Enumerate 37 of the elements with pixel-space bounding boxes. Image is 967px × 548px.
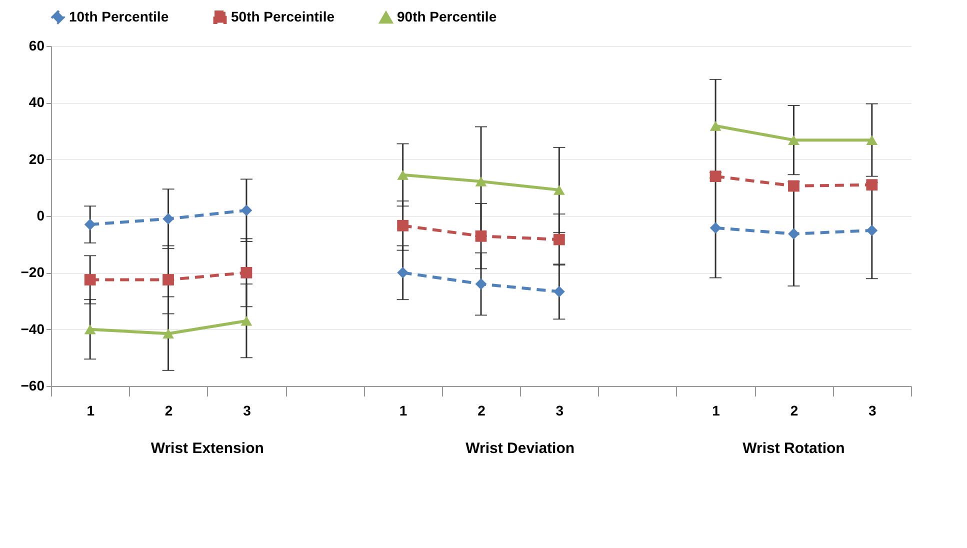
point xyxy=(84,324,96,334)
point xyxy=(84,218,96,230)
legend-label: 90th Percentile xyxy=(397,8,497,25)
point xyxy=(866,135,878,146)
y-tick-label: 40 xyxy=(28,94,45,110)
point xyxy=(162,328,174,339)
y-tick-label: 60 xyxy=(28,38,45,54)
x-tick-label: 2 xyxy=(790,402,798,418)
x-tick-label: 3 xyxy=(243,402,252,418)
x-tick-label: 3 xyxy=(556,402,564,418)
text: Wrist Deviation xyxy=(466,440,575,457)
point xyxy=(240,204,252,216)
x-tick-label: 3 xyxy=(868,402,877,418)
point xyxy=(710,170,722,182)
text: Wrist Rotation xyxy=(742,440,845,457)
y-tick-label: −60 xyxy=(20,378,45,394)
x-tick-label: 2 xyxy=(164,402,173,418)
point xyxy=(710,120,722,131)
x-tick-label: 2 xyxy=(478,402,486,418)
point xyxy=(788,180,800,192)
y-tick-label: −20 xyxy=(20,264,45,280)
y-tick-label: 20 xyxy=(28,150,45,167)
x-tick-label: 1 xyxy=(86,402,95,418)
point xyxy=(240,316,252,326)
x-tick-label: 1 xyxy=(399,402,408,418)
text: Wrist Extension xyxy=(150,440,264,457)
y-tick-label: 0 xyxy=(36,208,45,224)
point xyxy=(788,135,800,146)
point xyxy=(162,274,174,286)
point xyxy=(866,179,878,191)
point xyxy=(84,274,96,286)
point xyxy=(162,213,174,225)
legend-label: 50th Perceintile xyxy=(231,8,335,24)
point xyxy=(240,266,252,278)
x-tick-label: 1 xyxy=(712,402,720,418)
legend-label: 10th Percentile xyxy=(69,8,169,24)
y-tick-label: −40 xyxy=(20,320,45,337)
